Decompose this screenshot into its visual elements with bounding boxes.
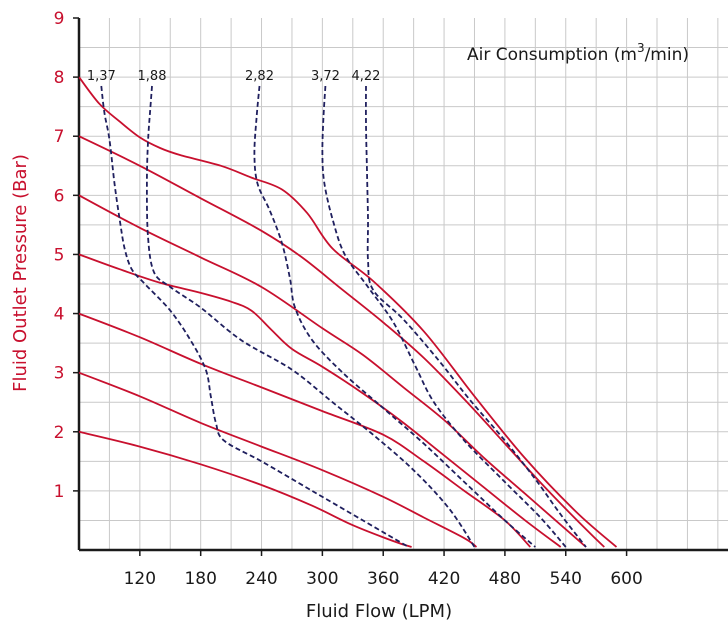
tick-labels: 1 2 3 4 5 6 7 8 9 120 180 240 300 360 420 480 540 600 [54,9,643,589]
x-tick-label: 480 [489,569,521,589]
air-consumption-curve [145,85,476,548]
x-tick-label: 600 [610,569,642,589]
pressure-curve [78,76,618,548]
pressure-curve [78,253,562,548]
y-axis-label: Fluid Outlet Pressure (Bar) [10,154,31,392]
y-tick-label: 9 [54,9,65,29]
air-series-label: 1,37 [87,69,116,84]
air-consumption-curves [100,85,587,548]
pressure-curve [78,371,478,548]
x-tick-label: 240 [245,569,277,589]
y-tick-label: 1 [54,482,65,502]
air-series-label: 3,72 [311,69,340,84]
air-consumption-curve [365,85,587,548]
legend-title: Air Consumption (m3/min) [467,41,689,65]
x-tick-label: 180 [184,569,216,589]
x-axis-label: Fluid Flow (LPM) [306,601,452,622]
x-tick-label: 300 [306,569,338,589]
grid [79,18,728,550]
y-tick-label: 5 [54,245,65,265]
x-tick-label: 120 [124,569,156,589]
y-tick-label: 2 [54,423,65,443]
x-tick-label: 360 [367,569,399,589]
axes [77,18,728,552]
air-series-label: 2,82 [245,69,274,84]
x-tick-label: 420 [428,569,460,589]
air-consumption-curve [100,85,410,548]
x-tick-label: 540 [550,569,582,589]
y-tick-label: 3 [54,364,65,384]
y-tick-label: 8 [54,68,65,88]
series-labels: 1,37 1,88 2,82 3,72 4,22 [87,69,381,84]
pressure-curves [78,76,618,548]
air-series-label: 1,88 [138,69,167,84]
y-tick-label: 6 [54,186,65,206]
pressure-curve [78,430,412,548]
y-tick-label: 4 [54,305,65,325]
pressure-curve [78,135,605,548]
air-consumption-curve [321,85,567,548]
air-consumption-curve [253,85,536,548]
y-tick-label: 7 [54,127,65,147]
pressure-curve [78,312,531,548]
pressure-curve [78,194,587,548]
air-series-label: 4,22 [352,69,381,84]
